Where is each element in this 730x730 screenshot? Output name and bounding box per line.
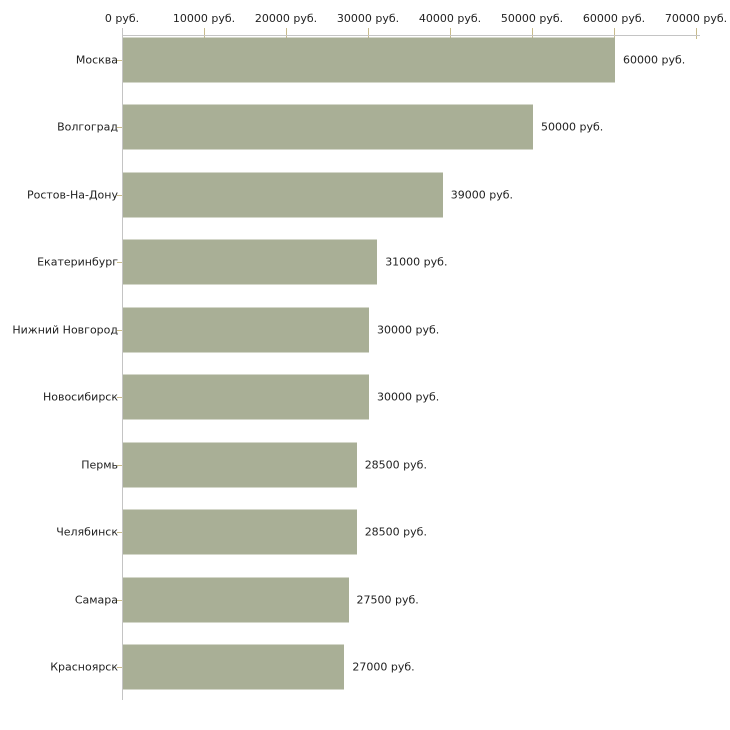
x-axis-tick-label: 60000 руб. [582,12,646,25]
category-label: Екатеринбург [37,255,118,269]
bar [123,239,378,285]
bar [123,644,345,690]
category-tick-icon [117,397,122,398]
value-label: 28500 руб. [364,525,427,539]
bar [123,442,357,487]
x-axis-tick-label: 0 руб. [104,12,140,25]
x-axis-tick-icon [286,28,287,39]
value-label: 50000 руб. [541,120,604,134]
value-label: 30000 руб. [377,323,440,336]
bar [123,374,369,420]
bar [123,577,349,622]
category-label: Челябинск [56,525,118,539]
x-axis-tick-icon [204,28,205,39]
category-tick-icon [117,194,122,196]
category-tick-icon [117,464,122,466]
x-axis-line [122,35,700,36]
bar [123,104,533,150]
value-label: 27000 руб. [352,660,415,674]
value-label: 27500 руб. [356,593,419,606]
x-axis-tick-icon [532,28,533,39]
category-tick-icon [117,262,122,263]
x-axis-tick-label: 10000 руб. [172,12,236,25]
category-tick-icon [117,532,122,533]
bar [123,37,615,82]
x-axis-tick-label: 50000 руб. [500,12,564,25]
category-label: Красноярск [50,660,118,674]
value-label: 30000 руб. [377,390,440,404]
category-tick-icon [117,59,122,61]
bar [123,307,369,352]
value-label: 28500 руб. [364,458,427,471]
category-tick-icon [117,127,122,128]
category-label: Москва [75,53,118,66]
x-axis-tick-label: 70000 руб. [664,12,728,25]
x-axis-tick-label: 20000 руб. [254,12,318,25]
category-label: Волгоград [57,120,118,134]
category-label: Пермь [81,458,118,471]
category-tick-icon [117,329,122,331]
category-tick-icon [117,599,122,601]
x-axis-tick-icon [696,28,697,39]
x-axis-tick-icon [450,28,451,39]
category-label: Новосибирск [42,390,118,404]
value-label: 39000 руб. [450,188,514,201]
x-axis-tick-label: 40000 руб. [418,12,482,25]
y-axis-line [122,28,123,700]
category-tick-icon [117,667,122,668]
value-label: 60000 руб. [623,53,686,66]
category-label: Самара [74,593,118,606]
x-axis-tick-label: 30000 руб. [336,12,400,25]
bar [123,172,443,217]
bar [123,509,357,555]
category-label: Ростов-На-Дону [26,188,118,201]
category-label: Нижний Новгород [12,323,118,336]
value-label: 31000 руб. [385,255,448,269]
x-axis-tick-icon [368,28,369,39]
x-axis-tick-icon [614,28,615,39]
